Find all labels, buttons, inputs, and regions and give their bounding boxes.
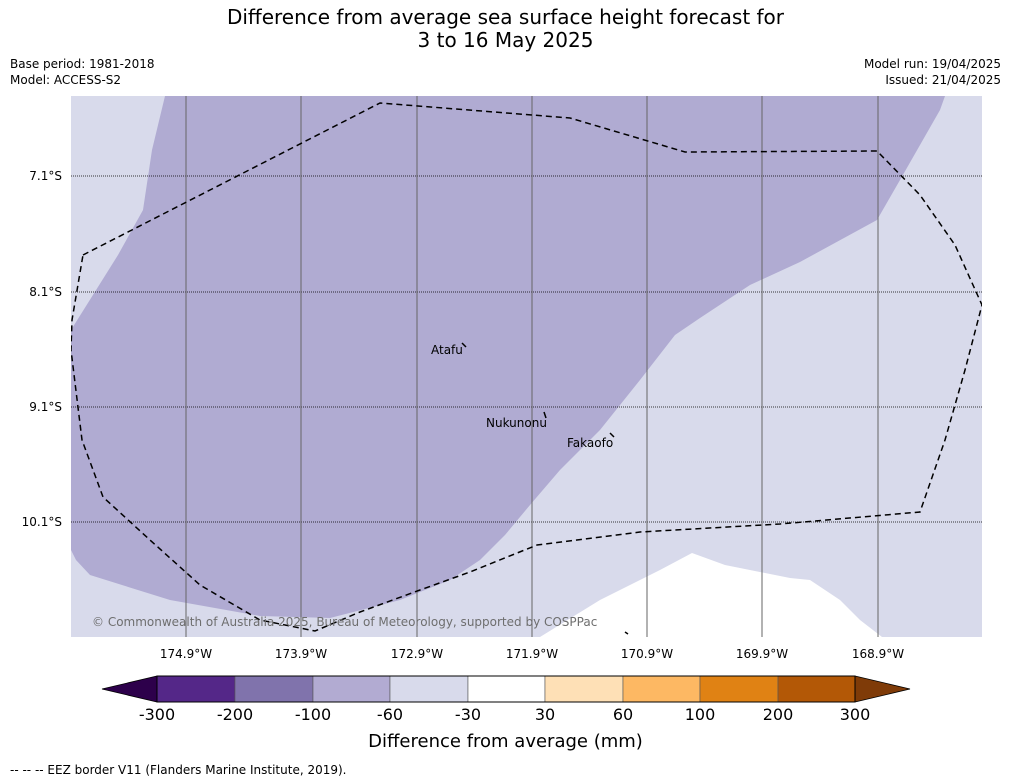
colorbar-segment — [622, 675, 701, 703]
lon-label: 173.9°W — [275, 647, 327, 661]
colorbar-tick: -300 — [138, 705, 176, 724]
island-markers — [461, 342, 629, 635]
colorbar-segment — [101, 675, 158, 703]
longitude-labels: 174.9°W 173.9°W 172.9°W 171.9°W 170.9°W … — [160, 647, 904, 661]
lat-label: 8.1°S — [29, 285, 62, 299]
place-atafu: Atafu — [431, 343, 463, 357]
colorbar-outline — [156, 675, 856, 703]
lon-label: 170.9°W — [621, 647, 673, 661]
colorbar-segment — [699, 675, 779, 703]
lon-label: 174.9°W — [160, 647, 212, 661]
meta-left: Base period: 1981-2018 Model: ACCESS-S2 — [10, 56, 155, 88]
colorbar-tick: -60 — [376, 705, 404, 724]
meta-right: Model run: 19/04/2025 Issued: 21/04/2025 — [864, 56, 1001, 88]
colorbar-segment — [312, 675, 391, 703]
colorbar-tick: -200 — [216, 705, 254, 724]
colorbar-tick: -100 — [294, 705, 332, 724]
place-fakaofo: Fakaofo — [567, 436, 613, 450]
anomaly-field-medium — [71, 96, 945, 618]
colorbar-segment — [156, 675, 236, 703]
place-nukunonu: Nukunonu — [486, 416, 547, 430]
lat-label: 9.1°S — [29, 400, 62, 414]
lon-label: 169.9°W — [736, 647, 788, 661]
near-zero-field — [540, 553, 882, 637]
map-title: Difference from average sea surface heig… — [0, 6, 1011, 52]
model-run: Model run: 19/04/2025 — [863, 57, 1001, 71]
title-line-1: Difference from average sea surface heig… — [226, 5, 785, 29]
base-period: Base period: 1981-2018 — [10, 57, 155, 71]
lat-label: 7.1°S — [29, 169, 62, 183]
colorbar-tick: 30 — [534, 705, 556, 724]
lon-label: 168.9°W — [852, 647, 904, 661]
colorbar-segment — [467, 675, 546, 703]
colorbar — [101, 675, 911, 703]
latitude-labels: 7.1°S 8.1°S 9.1°S 10.1°S — [22, 169, 62, 529]
lon-label: 171.9°W — [506, 647, 558, 661]
lat-label: 10.1°S — [22, 515, 62, 529]
colorbar-segment — [544, 675, 624, 703]
colorbar-title: Difference from average (mm) — [368, 731, 643, 752]
copyright-notice: © Commonwealth of Australia 2025, Bureau… — [92, 615, 597, 629]
colorbar-segment — [777, 675, 856, 703]
colorbar-tick: 300 — [839, 705, 871, 724]
colorbar-segment — [854, 675, 911, 703]
lon-label: 172.9°W — [391, 647, 443, 661]
issued-date: Issued: 21/04/2025 — [885, 73, 1001, 87]
map-area: Atafu Nukunonu Fakaofo © Commonwealth of… — [71, 96, 982, 637]
colorbar-segment — [389, 675, 469, 703]
eez-legend: -- -- -- EEZ border V11 (Flanders Marine… — [10, 763, 347, 777]
colorbar-tick: -30 — [454, 705, 482, 724]
colorbar-tick: 60 — [612, 705, 634, 724]
longitude-gridlines — [185, 96, 879, 637]
model-name: Model: ACCESS-S2 — [10, 73, 122, 87]
colorbar-segment — [234, 675, 314, 703]
title-line-2: 3 to 16 May 2025 — [417, 28, 594, 52]
colorbar-tick: 100 — [684, 705, 716, 724]
eez-border — [71, 102, 982, 632]
colorbar-tick: 200 — [762, 705, 794, 724]
